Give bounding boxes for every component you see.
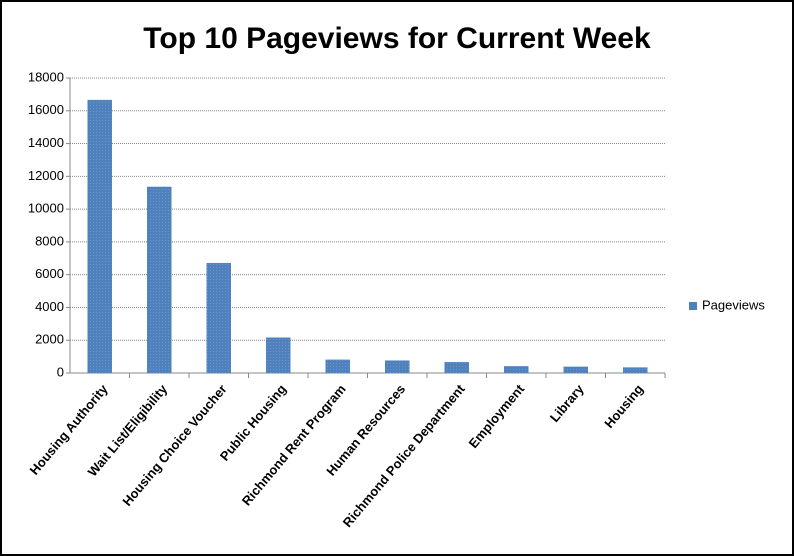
y-tick-label: 16000 (28, 102, 64, 117)
bar (385, 360, 410, 374)
bar (325, 359, 350, 374)
legend-swatch (689, 302, 697, 310)
y-tick-label: 8000 (35, 233, 64, 248)
bar (87, 99, 112, 374)
bar (147, 186, 172, 374)
y-tick-label: 6000 (35, 266, 64, 281)
bar (206, 262, 231, 374)
y-tick-label: 18000 (28, 69, 64, 84)
y-tick-label: 10000 (28, 201, 64, 216)
y-tick-label: 2000 (35, 332, 64, 347)
legend-label: Pageviews (702, 297, 765, 312)
y-tick-label: 4000 (35, 299, 64, 314)
y-tick-label: 14000 (28, 135, 64, 150)
y-tick-label: 12000 (28, 168, 64, 183)
bar (563, 366, 588, 374)
chart-title: Top 10 Pageviews for Current Week (143, 22, 651, 55)
y-tick-label: 0 (57, 364, 64, 379)
bar (504, 366, 529, 374)
bar (623, 367, 648, 374)
bar (266, 337, 291, 374)
bar (444, 362, 469, 374)
